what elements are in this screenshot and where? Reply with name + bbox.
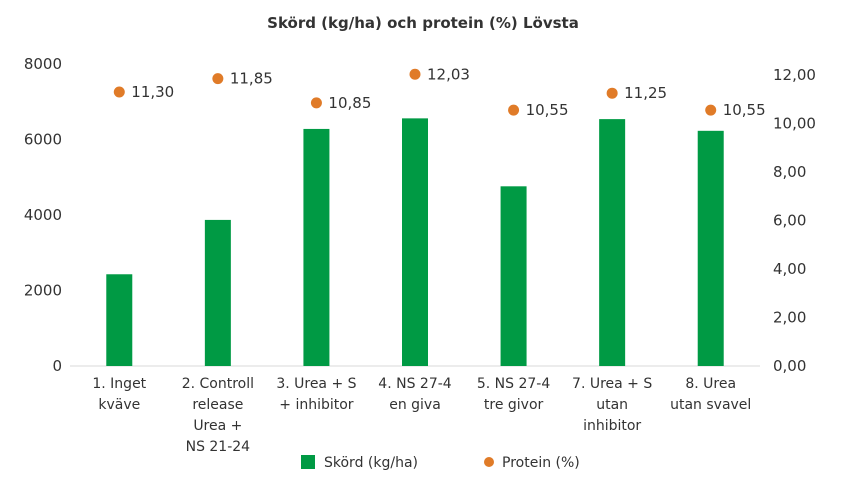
y-left-tick-label: 6000 <box>24 131 62 149</box>
y-axis-right: 0,00 2,00 4,00 6,00 8,00 10,00 12,00 <box>773 66 816 375</box>
x-category-label-line: + inhibitor <box>279 397 354 413</box>
y-right-tick-label: 0,00 <box>773 357 806 375</box>
x-category-label-line: 5. NS 27-4 <box>477 376 550 392</box>
point-protein <box>409 68 421 80</box>
y-left-tick-label: 2000 <box>24 282 62 300</box>
legend-label-protein: Protein (%) <box>502 455 580 471</box>
y-right-tick-label: 4,00 <box>773 260 806 278</box>
x-axis-categories: 1. Inget kväve 2. Controll release Urea + NS … <box>92 376 751 455</box>
legend: Skörd (kg/ha) Protein (%) <box>301 455 580 471</box>
protein-data-label: 12,03 <box>427 65 470 83</box>
x-category-label-line: 2. Controll <box>182 376 254 392</box>
x-category-label: 8. Urea utan svavel <box>670 376 751 413</box>
x-category-label: 7. Urea + S utan inhibitor <box>572 376 652 434</box>
y-right-tick-label: 10,00 <box>773 115 816 133</box>
x-category-label-line: 4. NS 27-4 <box>378 376 451 392</box>
x-category-label-line: utan <box>596 397 628 413</box>
y-left-tick-label: 0 <box>52 357 62 375</box>
y-axis-left: 0 2000 4000 6000 8000 <box>24 55 62 375</box>
y-right-tick-label: 6,00 <box>773 212 806 230</box>
y-left-tick-label: 4000 <box>24 206 62 224</box>
legend-label-skord: Skörd (kg/ha) <box>324 455 418 471</box>
y-left-tick-label: 8000 <box>24 55 62 73</box>
x-category-label-line: en giva <box>389 397 441 413</box>
x-category-label-line: inhibitor <box>583 418 641 434</box>
x-category-label-line: tre givor <box>484 397 544 413</box>
protein-data-label: 10,55 <box>526 101 569 119</box>
x-category-label: 3. Urea + S + inhibitor <box>276 376 356 413</box>
point-protein <box>508 104 520 116</box>
x-category-label: 5. NS 27-4 tre givor <box>477 376 550 413</box>
legend-swatch-skord <box>301 455 315 469</box>
bar-skord <box>303 128 330 366</box>
x-category-label: 4. NS 27-4 en giva <box>378 376 451 413</box>
protein-data-label: 10,85 <box>328 94 371 112</box>
protein-data-label: 11,30 <box>131 83 174 101</box>
protein-data-label: 11,25 <box>624 84 667 102</box>
point-protein <box>113 86 125 98</box>
x-category-label-line: kväve <box>98 397 140 413</box>
bar-series <box>106 118 724 367</box>
protein-data-label: 11,85 <box>230 70 273 88</box>
point-protein <box>212 73 224 85</box>
bar-skord <box>500 186 527 366</box>
x-category-label-line: 7. Urea + S <box>572 376 652 392</box>
point-protein <box>310 97 322 109</box>
x-category-label-line: release <box>192 397 243 413</box>
bar-skord <box>402 118 428 366</box>
bar-skord <box>599 119 626 367</box>
bar-skord <box>106 274 133 366</box>
bar-skord <box>697 130 724 366</box>
point-protein <box>705 104 717 116</box>
x-category-label-line: Urea + <box>193 418 242 434</box>
x-category-label-line: 8. Urea <box>685 376 736 392</box>
protein-data-label: 10,55 <box>723 101 766 119</box>
x-category-label-line: 3. Urea + S <box>276 376 356 392</box>
y-right-tick-label: 12,00 <box>773 66 816 84</box>
x-category-label-line: utan svavel <box>670 397 751 413</box>
bar-skord <box>204 219 231 366</box>
x-category-label-line: 1. Inget <box>92 376 146 392</box>
chart-title: Skörd (kg/ha) och protein (%) Lövsta <box>267 14 579 32</box>
x-category-label: 1. Inget kväve <box>92 376 146 413</box>
legend-swatch-protein <box>484 457 494 467</box>
point-protein <box>606 87 618 99</box>
protein-series: 11,30 11,85 10,85 12,03 10,55 11,25 10,55 <box>113 65 766 119</box>
y-right-tick-label: 8,00 <box>773 163 806 181</box>
y-right-tick-label: 2,00 <box>773 309 806 327</box>
x-category-label: 2. Controll release Urea + NS 21-24 <box>182 376 254 455</box>
x-category-label-line: NS 21-24 <box>186 439 251 455</box>
